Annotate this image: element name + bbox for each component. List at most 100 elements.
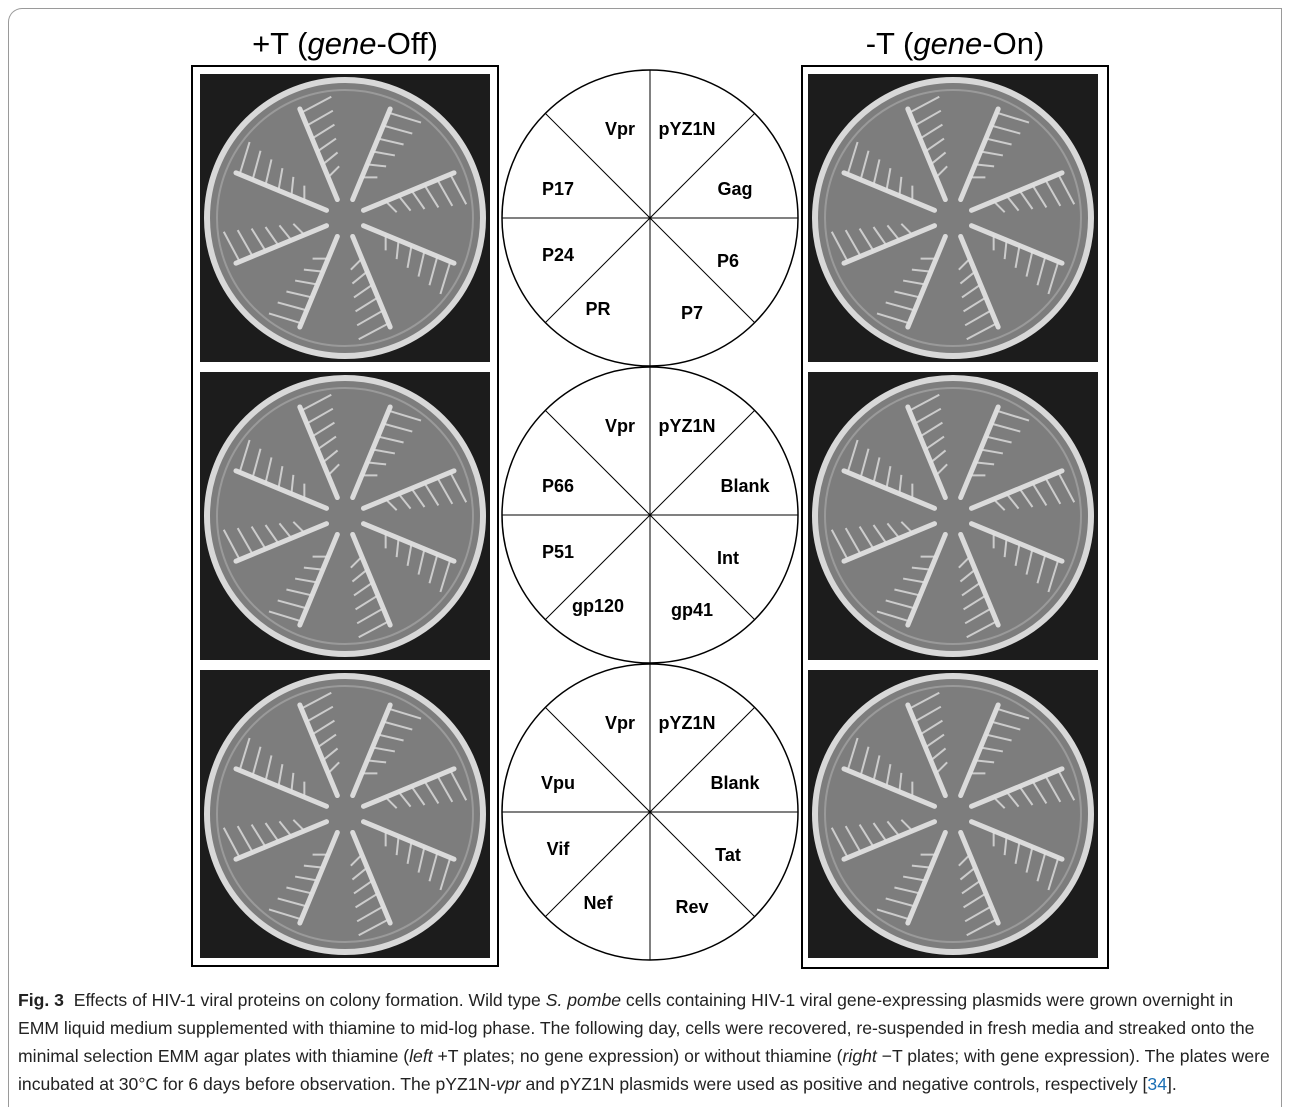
streak bbox=[958, 829, 1001, 926]
streak bbox=[924, 137, 945, 153]
streak bbox=[911, 864, 931, 869]
streak bbox=[264, 822, 280, 843]
figure-frame bbox=[8, 8, 1282, 1107]
streak bbox=[360, 819, 457, 862]
streak bbox=[439, 261, 452, 295]
streak bbox=[233, 170, 330, 213]
streak bbox=[297, 106, 340, 203]
streak bbox=[894, 886, 921, 895]
streak bbox=[436, 477, 454, 505]
streak bbox=[250, 526, 267, 550]
streak bbox=[992, 498, 1006, 511]
caption-text: left bbox=[409, 1046, 433, 1066]
sector-label: Vpr bbox=[605, 416, 635, 436]
streak bbox=[1018, 189, 1034, 210]
streak bbox=[264, 226, 280, 247]
streak bbox=[930, 151, 947, 166]
streak bbox=[311, 123, 335, 140]
streak bbox=[297, 233, 340, 330]
streak bbox=[397, 195, 412, 212]
header-text: -T ( bbox=[866, 26, 914, 61]
streak bbox=[250, 824, 267, 848]
streak bbox=[958, 531, 1001, 628]
streak bbox=[968, 468, 1065, 511]
streak bbox=[251, 746, 262, 776]
streak bbox=[1057, 471, 1076, 503]
streak bbox=[963, 296, 987, 313]
streak bbox=[1014, 841, 1021, 865]
streak bbox=[1057, 173, 1076, 205]
streak bbox=[858, 526, 875, 550]
streak bbox=[841, 521, 938, 564]
streak bbox=[1057, 769, 1076, 801]
streak bbox=[277, 599, 307, 610]
streak bbox=[958, 555, 971, 569]
plate-rim bbox=[824, 387, 1082, 645]
streak bbox=[859, 150, 870, 180]
sector-label: P51 bbox=[542, 542, 574, 562]
streak bbox=[395, 538, 400, 558]
plate bbox=[812, 77, 1094, 359]
streak bbox=[300, 95, 332, 114]
streak bbox=[353, 581, 374, 597]
streak bbox=[924, 435, 945, 451]
streak bbox=[841, 170, 938, 213]
streak bbox=[902, 875, 926, 882]
streak bbox=[968, 766, 1065, 809]
streak bbox=[350, 702, 393, 799]
streak bbox=[914, 109, 942, 127]
streak bbox=[417, 548, 426, 575]
streak bbox=[449, 173, 468, 205]
streak bbox=[292, 819, 306, 832]
streak bbox=[958, 702, 1001, 799]
streak bbox=[290, 474, 295, 494]
streak bbox=[959, 568, 976, 583]
streak bbox=[233, 468, 330, 511]
streak bbox=[236, 527, 254, 555]
streak bbox=[885, 167, 892, 191]
streak bbox=[958, 257, 971, 271]
right-panel-box bbox=[801, 65, 1109, 969]
streak bbox=[991, 422, 1021, 433]
streak bbox=[290, 176, 295, 196]
streak bbox=[846, 439, 859, 473]
streak bbox=[428, 256, 439, 286]
streak bbox=[238, 737, 251, 771]
streak bbox=[858, 228, 875, 252]
streak bbox=[395, 836, 400, 856]
streak bbox=[300, 393, 332, 412]
streak bbox=[268, 908, 302, 921]
streak bbox=[377, 435, 404, 444]
streak bbox=[830, 529, 849, 561]
streak bbox=[844, 229, 862, 257]
streak bbox=[268, 312, 302, 325]
streak bbox=[964, 905, 992, 923]
streak bbox=[905, 233, 948, 330]
streak bbox=[286, 588, 313, 597]
streak bbox=[924, 733, 945, 749]
streak bbox=[964, 607, 992, 625]
caption-text: −T plates; with gene expression). The pl… bbox=[18, 1046, 1270, 1094]
citation-link[interactable]: 34 bbox=[1147, 1074, 1167, 1094]
streak bbox=[898, 176, 903, 196]
streak bbox=[250, 228, 267, 252]
sector-label: Int bbox=[717, 548, 739, 568]
caption-text: vpr bbox=[496, 1074, 521, 1094]
streak bbox=[900, 521, 914, 534]
streak bbox=[1003, 538, 1008, 558]
divider bbox=[544, 706, 756, 918]
streak bbox=[1018, 785, 1034, 806]
streak bbox=[872, 457, 881, 484]
streak bbox=[958, 106, 1001, 203]
streak bbox=[388, 707, 422, 720]
left-panel-box bbox=[191, 65, 499, 967]
streak bbox=[1025, 250, 1034, 277]
streak bbox=[905, 106, 948, 203]
streak bbox=[222, 529, 241, 561]
streak bbox=[383, 422, 413, 433]
streak bbox=[935, 463, 948, 477]
streak bbox=[996, 707, 1030, 720]
right-header: -T (gene-On) bbox=[866, 26, 1045, 61]
streak bbox=[372, 150, 396, 157]
streak bbox=[417, 846, 426, 873]
